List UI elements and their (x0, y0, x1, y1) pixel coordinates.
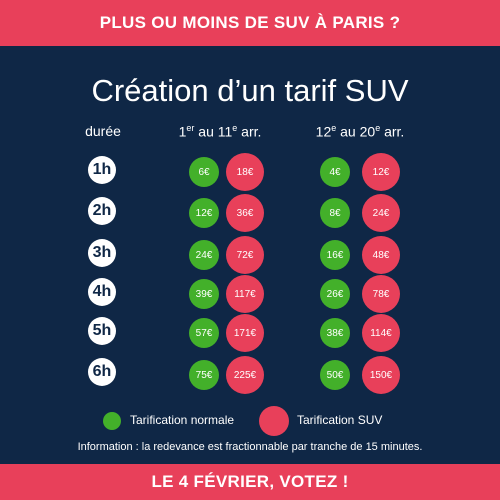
zone2-suv-price: 24€ (362, 194, 400, 232)
zone2-suv-price: 12€ (362, 153, 400, 191)
duration-badge: 4h (88, 278, 116, 306)
zone2-start: 12 (315, 123, 332, 140)
zone1-normal-price: 57€ (189, 318, 219, 348)
zone2-normal-price: 16€ (320, 240, 350, 270)
zone1-normal-price: 12€ (189, 198, 219, 228)
zone1-suv-price: 171€ (226, 314, 264, 352)
zone1-suv-price: 225€ (226, 356, 264, 394)
zone1-start-sup: er (186, 123, 195, 133)
zone2-suv-price: 48€ (362, 236, 400, 274)
zone1-suv-price: 18€ (226, 153, 264, 191)
zone2-suv-price: 114€ (362, 314, 400, 352)
legend-normal-label: Tarification normale (130, 413, 235, 427)
duration-column-header: durée (85, 123, 121, 139)
zone1-end-sup: e (232, 123, 238, 133)
legend-suv-dot (259, 406, 289, 436)
zone1-normal-price: 75€ (189, 360, 219, 390)
top-banner: PLUS OU MOINS DE SUV À PARIS ? (0, 0, 500, 46)
zone2-normal-price: 50€ (320, 360, 350, 390)
duration-badge: 5h (88, 317, 116, 345)
legend-suv-label: Tarification SUV (297, 413, 383, 427)
zone2-suv-price: 78€ (362, 275, 400, 313)
duration-badge: 6h (88, 358, 116, 386)
zone1-start: 1 (178, 123, 187, 140)
page-title: Création d’un tarif SUV (91, 73, 409, 108)
zone2-normal-price: 38€ (320, 318, 350, 348)
bottom-banner-text: LE 4 FÉVRIER, VOTEZ ! (151, 472, 349, 491)
zone2-start-sup: e (331, 123, 337, 133)
duration-badge: 3h (88, 239, 116, 267)
zone1-suv-price: 36€ (226, 194, 264, 232)
duration-badge: 2h (88, 197, 116, 225)
zone2-suv-price: 150€ (362, 356, 400, 394)
zone2-mid: au 20 (336, 123, 376, 140)
zone2-end-sup: e (375, 123, 381, 133)
legend-normal-dot (103, 412, 121, 430)
zone2-suffix: arr. (380, 123, 405, 140)
zone2-normal-price: 8€ (320, 198, 350, 228)
zone1-suffix: arr. (237, 123, 262, 140)
zone1-normal-price: 39€ (189, 279, 219, 309)
zone1-mid: au 11 (194, 123, 233, 140)
zone1-normal-price: 24€ (189, 240, 219, 270)
zone1-suv-price: 117€ (226, 275, 264, 313)
zone2-normal-price: 4€ (320, 157, 350, 187)
info-note: Information : la redevance est fractionn… (77, 441, 423, 453)
duration-badge: 1h (88, 156, 116, 184)
bottom-banner: LE 4 FÉVRIER, VOTEZ ! (0, 464, 500, 500)
zone1-column-header: 1er au 11e arr. (160, 123, 280, 140)
zone1-suv-price: 72€ (226, 236, 264, 274)
zone1-normal-price: 6€ (189, 157, 219, 187)
zone2-normal-price: 26€ (320, 279, 350, 309)
zone2-column-header: 12e au 20e arr. (300, 123, 420, 140)
top-banner-text: PLUS OU MOINS DE SUV À PARIS ? (99, 13, 401, 32)
